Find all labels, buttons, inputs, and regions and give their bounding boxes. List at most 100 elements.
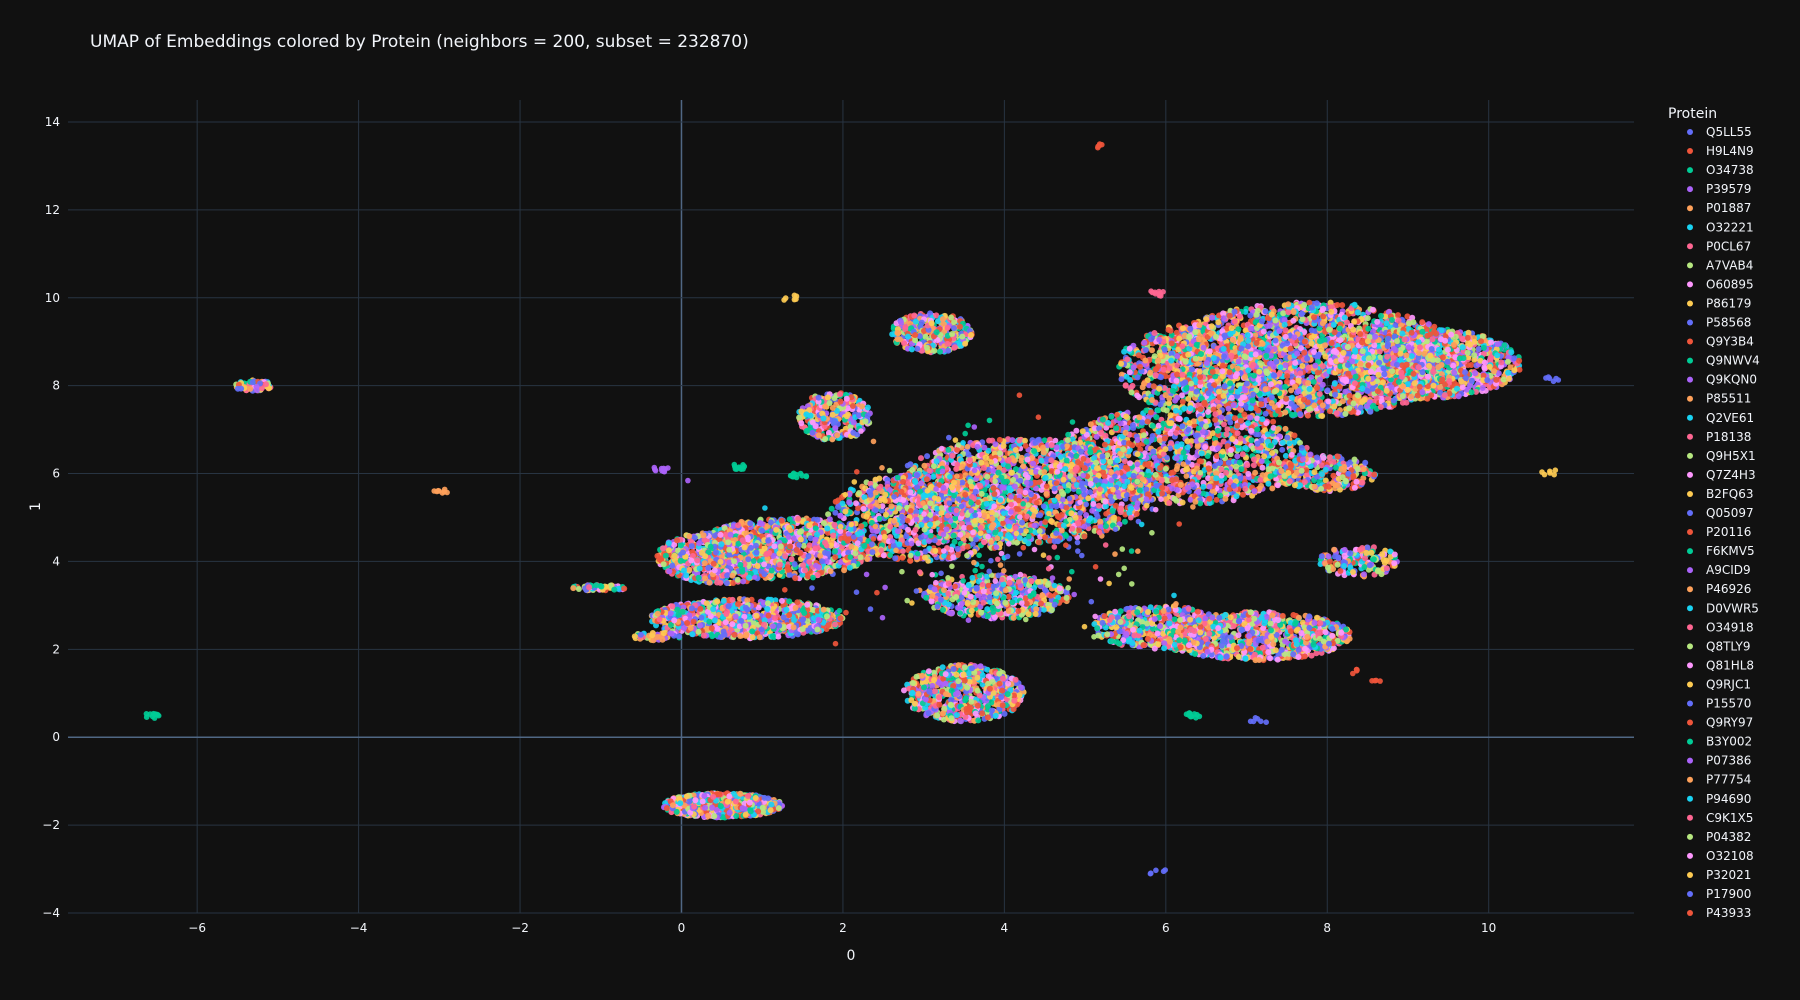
data-point [1297,411,1304,417]
data-point [1416,383,1423,390]
data-point [1331,347,1338,354]
data-point [1216,388,1222,395]
data-point [1210,355,1217,361]
data-point [1408,353,1415,360]
data-point [1234,430,1241,437]
data-point [1311,314,1317,321]
data-point [1267,381,1274,388]
data-point [1374,388,1381,395]
data-point [1130,364,1137,371]
data-point [1202,369,1209,375]
data-point [1228,352,1235,359]
data-point [1189,366,1196,373]
data-point [1283,395,1290,402]
data-point [1506,375,1512,382]
data-point [1268,394,1275,401]
data-point [1118,360,1125,367]
data-point [1205,408,1211,415]
data-point [1426,362,1432,369]
data-point [1364,338,1371,345]
data-point [1299,316,1306,323]
data-point [1263,352,1270,359]
data-point [1149,347,1155,354]
data-point [1444,358,1451,365]
data-point [1222,495,1229,502]
data-point [1446,378,1453,384]
data-point [1370,402,1377,409]
data-point [1245,337,1252,344]
data-point [1439,354,1446,361]
data-point [1415,364,1422,371]
data-point [1281,321,1288,328]
data-point [1419,389,1426,396]
data-point [1314,384,1321,391]
data-point [1516,366,1523,373]
data-point [1161,346,1168,353]
data-point [1282,409,1289,416]
data-point [1135,352,1142,359]
data-point [1118,376,1125,383]
data-point [1234,365,1241,372]
chart-title: UMAP of Embeddings colored by Protein (n… [90,32,749,52]
data-point [1155,428,1162,435]
data-point [1392,347,1399,354]
data-point [1193,388,1200,395]
data-point [1459,344,1466,351]
data-point [1438,327,1445,334]
data-point [1344,362,1351,368]
data-point [1270,372,1277,379]
data-point [1203,360,1210,366]
data-point [1325,398,1332,405]
data-point [1168,340,1175,347]
data-point [1252,469,1259,476]
data-point [1369,385,1376,392]
data-point [1126,345,1133,352]
data-point [1134,374,1141,381]
data-point [1276,328,1283,334]
data-point [1374,318,1381,325]
data-point [1294,350,1301,357]
data-point [1268,360,1275,367]
data-point [1231,318,1238,325]
data-point [1395,378,1402,385]
data-point [1221,421,1227,428]
data-point [1272,317,1279,324]
data-point [1505,369,1512,376]
data-point [1364,315,1371,322]
data-point [1366,355,1372,362]
data-point [1326,326,1332,333]
data-point [1308,304,1315,311]
data-point [1185,351,1192,358]
data-point [1197,374,1204,380]
data-point [1450,362,1457,369]
data-point [1137,363,1143,370]
data-point [1290,308,1297,315]
data-point [1215,319,1222,326]
data-point [1238,345,1245,352]
data-point [1301,338,1308,345]
data-point [1395,317,1402,324]
data-point [1291,432,1298,439]
data-point [1284,373,1291,380]
data-point [1174,371,1181,378]
data-point [1183,385,1190,392]
data-point [1306,394,1313,400]
data-point [1494,352,1501,359]
data-point [1306,406,1313,413]
data-point [1272,337,1279,344]
data-point [1250,391,1257,398]
data-point [1319,363,1326,370]
data-point [1239,451,1246,458]
data-point [1130,425,1137,431]
data-point [1437,384,1444,391]
data-point [1305,412,1311,419]
data-point [1359,339,1365,346]
data-point [1245,367,1252,374]
data-point [1220,392,1227,399]
data-point [1472,370,1479,377]
data-point [1219,368,1226,375]
data-point [1315,351,1322,358]
data-point [1365,325,1372,332]
data-point [1433,330,1439,337]
